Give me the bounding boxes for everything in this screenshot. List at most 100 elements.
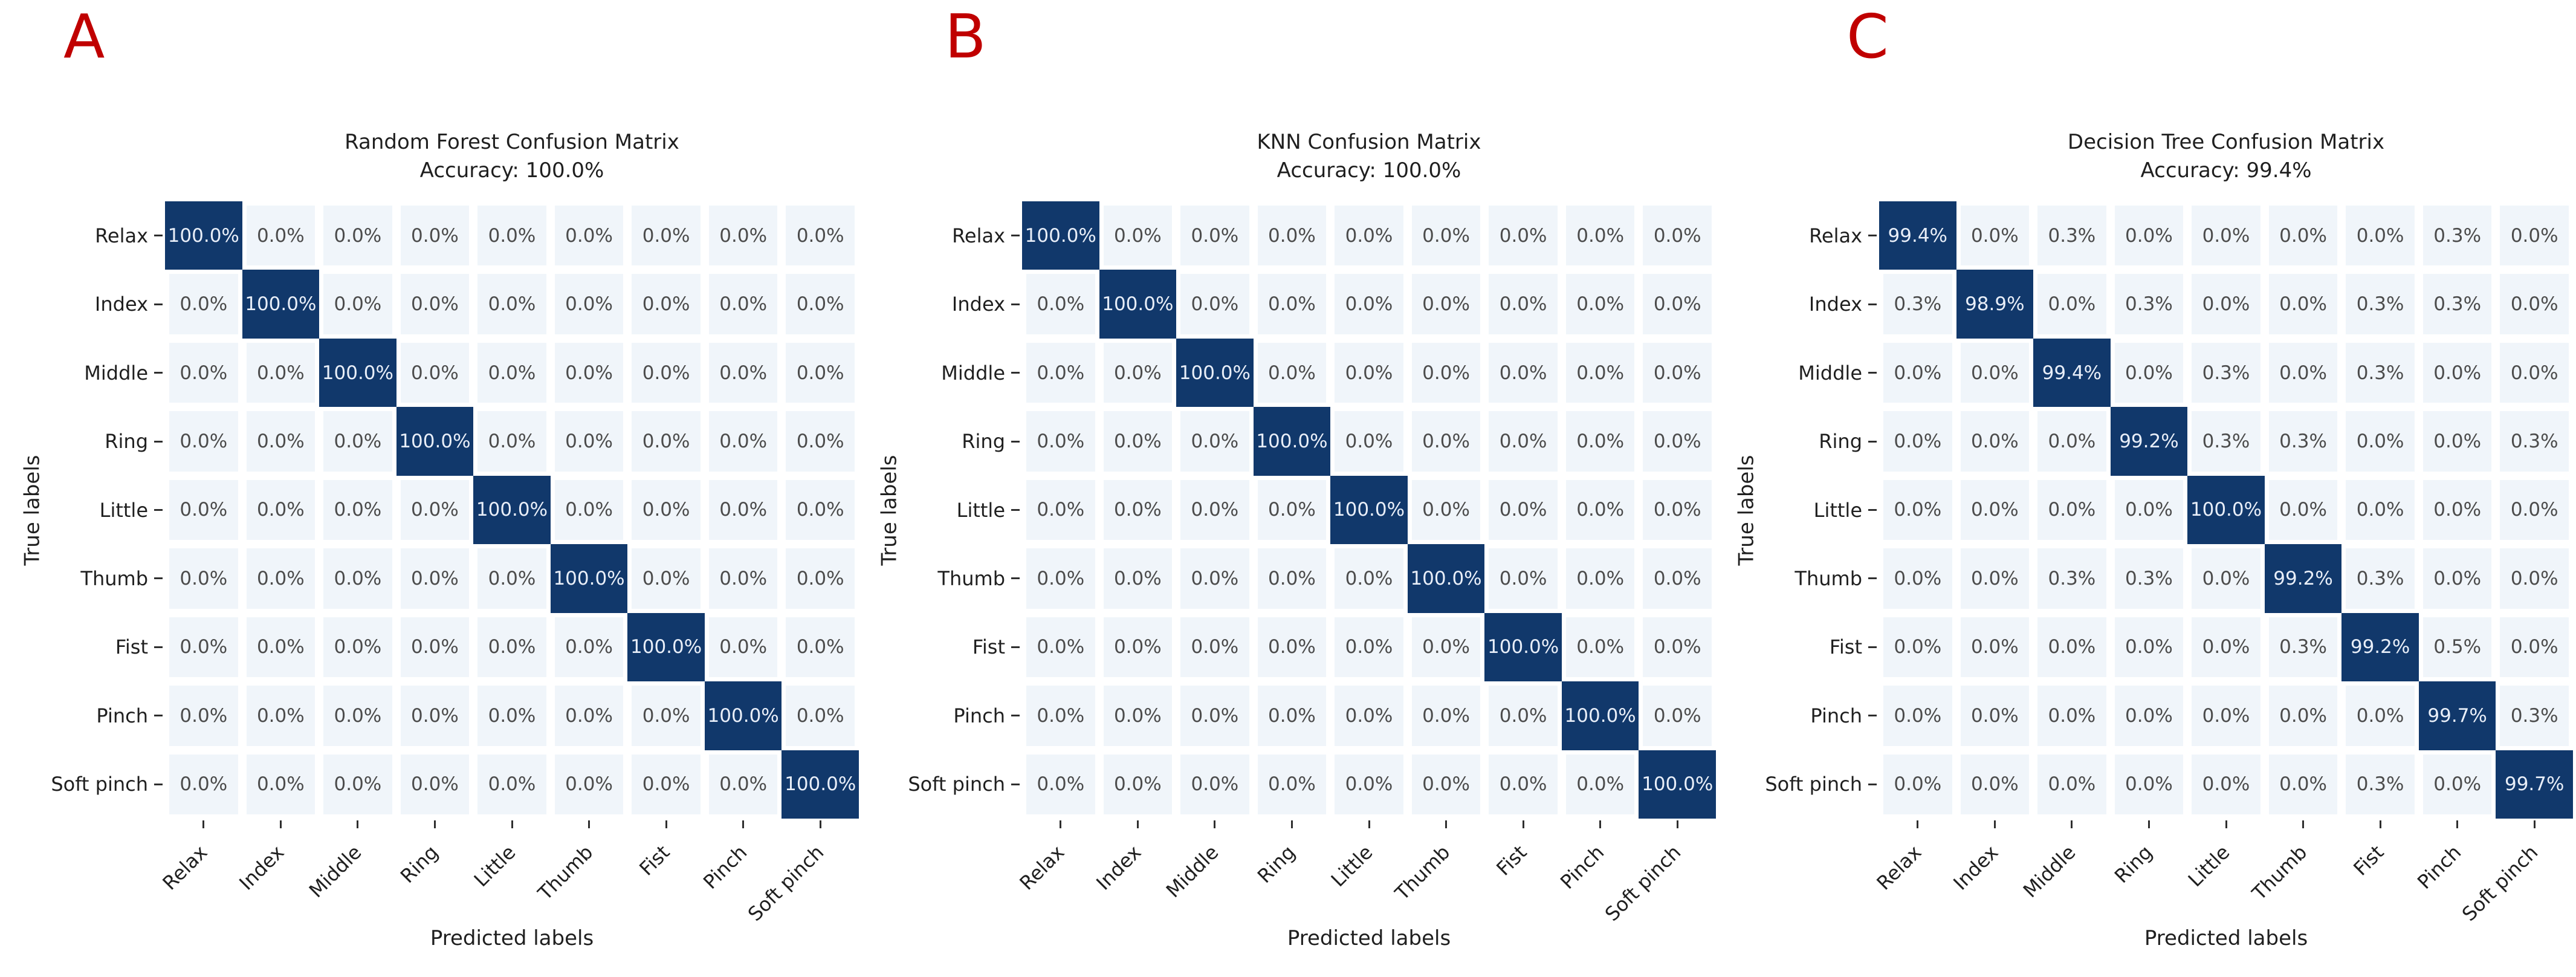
x-tick-mark: [665, 820, 667, 828]
matrix-cell: 0.0%: [2264, 201, 2342, 270]
y-tick-mark: [1011, 783, 1020, 785]
y-tick-mark: [1868, 372, 1877, 374]
matrix-cell: 0.0%: [627, 544, 705, 613]
matrix-cell: 0.0%: [1956, 338, 2034, 407]
matrix-cell: 0.0%: [2033, 407, 2111, 476]
matrix-cell: 0.0%: [319, 681, 396, 750]
matrix-cell-diagonal: 100.0%: [2187, 475, 2265, 545]
y-tick-mark: [1011, 577, 1020, 580]
matrix-cell: 0.0%: [2418, 338, 2496, 407]
matrix-cell: 0.0%: [704, 338, 782, 407]
x-tick-mark: [1060, 820, 1062, 828]
matrix-cell: 0.0%: [1956, 612, 2034, 682]
panel-letter: B: [945, 1, 986, 72]
matrix-cell: 0.0%: [1561, 201, 1639, 270]
y-tick-label: Pinch: [96, 704, 148, 727]
matrix-cell: 0.0%: [1099, 612, 1177, 682]
matrix-cell-diagonal: 100.0%: [1639, 750, 1716, 819]
matrix-cell-diagonal: 100.0%: [782, 750, 859, 819]
matrix-cell: 0.0%: [2110, 338, 2188, 407]
matrix-cell: 0.0%: [1099, 338, 1177, 407]
matrix-cell: 0.0%: [1330, 201, 1408, 270]
matrix-cell: 0.0%: [1407, 407, 1485, 476]
matrix-cell: 0.0%: [704, 544, 782, 613]
matrix-cell: 0.0%: [1956, 201, 2034, 270]
x-tick-mark: [1368, 820, 1370, 828]
panel-letter: C: [1846, 1, 1889, 72]
y-tick-mark: [1011, 372, 1020, 374]
matrix-cell: 0.0%: [1253, 475, 1331, 545]
matrix-cell: 0.0%: [2496, 475, 2573, 545]
matrix-cell: 0.0%: [2341, 201, 2419, 270]
y-tick-mark: [1011, 509, 1020, 511]
matrix-cell: 0.0%: [1330, 681, 1408, 750]
matrix-cell-diagonal: 100.0%: [1099, 270, 1177, 339]
panel-title-block: Decision Tree Confusion Matrix Accuracy: …: [1879, 128, 2573, 185]
matrix-cell: 0.0%: [242, 407, 320, 476]
y-tick-label: Little: [99, 498, 148, 522]
matrix-cell: 0.0%: [2264, 681, 2342, 750]
matrix-cell: 0.3%: [1879, 270, 1956, 339]
matrix-cell: 0.0%: [782, 544, 859, 613]
matrix-cell: 0.0%: [2264, 270, 2342, 339]
y-tick-label: Little: [956, 498, 1005, 522]
matrix-cell: 0.0%: [1561, 338, 1639, 407]
matrix-cell: 0.0%: [2496, 270, 2573, 339]
matrix-cell: 0.0%: [1022, 475, 1099, 545]
matrix-cell: 0.0%: [1022, 612, 1099, 682]
panel-letter: A: [63, 1, 105, 72]
matrix-cell: 0.0%: [1956, 475, 2034, 545]
matrix-cell: 0.0%: [2418, 407, 2496, 476]
matrix-cell: 0.0%: [1176, 201, 1254, 270]
x-tick-mark: [2533, 820, 2536, 828]
matrix-cell: 0.0%: [396, 681, 474, 750]
matrix-cell: 0.0%: [1639, 270, 1716, 339]
matrix-cell: 0.0%: [1484, 475, 1562, 545]
matrix-cell: 0.0%: [1099, 475, 1177, 545]
matrix-cell-diagonal: 100.0%: [550, 544, 628, 613]
x-tick-mark: [1917, 820, 1919, 828]
matrix-cell: 0.0%: [2418, 750, 2496, 819]
matrix-cell: 0.0%: [1407, 750, 1485, 819]
matrix-cell: 0.0%: [2418, 544, 2496, 613]
matrix-cell: 0.0%: [165, 475, 242, 545]
matrix-cell: 0.0%: [782, 201, 859, 270]
matrix-cell: 0.0%: [1561, 475, 1639, 545]
matrix-cell: 0.3%: [2110, 544, 2188, 613]
matrix-cell: 0.0%: [2187, 270, 2265, 339]
matrix-cell: 0.0%: [319, 750, 396, 819]
matrix-cell: 0.0%: [2496, 338, 2573, 407]
matrix-cell: 0.3%: [2341, 270, 2419, 339]
y-tick-label: Soft pinch: [908, 773, 1005, 796]
matrix-cell: 0.0%: [1330, 270, 1408, 339]
matrix-cell: 0.0%: [1176, 270, 1254, 339]
x-tick-mark: [2225, 820, 2227, 828]
matrix-cell: 0.0%: [550, 681, 628, 750]
matrix-cell: 0.0%: [473, 612, 551, 682]
y-tick-label: Soft pinch: [1765, 773, 1862, 796]
x-tick-mark: [279, 820, 282, 828]
x-axis-label: Predicted labels: [2144, 926, 2308, 950]
matrix-cell: 0.0%: [704, 407, 782, 476]
matrix-cell-diagonal: 99.2%: [2110, 407, 2188, 476]
matrix-cell: 0.0%: [1176, 750, 1254, 819]
matrix-cell: 0.0%: [704, 270, 782, 339]
matrix-cell: 0.0%: [1253, 681, 1331, 750]
y-tick-mark: [154, 577, 163, 580]
matrix-cell: 0.0%: [1022, 681, 1099, 750]
matrix-cell: 0.0%: [1484, 270, 1562, 339]
matrix-cell: 0.0%: [1099, 544, 1177, 613]
matrix-cell: 0.0%: [319, 270, 396, 339]
confusion-matrix-grid: 100.0% 0.0% 0.0% 0.0% 0.0% 0.0% 0.0% 0.0% 0.0% 0.…: [165, 201, 859, 819]
y-tick-label: Thumb: [1794, 566, 1862, 590]
panel-title: Decision Tree Confusion Matrix: [2067, 130, 2385, 154]
matrix-cell: 0.3%: [2341, 544, 2419, 613]
matrix-cell: 0.0%: [242, 612, 320, 682]
matrix-cell: 0.0%: [1099, 201, 1177, 270]
matrix-cell: 0.0%: [1639, 201, 1716, 270]
x-tick-mark: [2147, 820, 2150, 828]
matrix-cell: 0.0%: [550, 338, 628, 407]
matrix-cell: 0.0%: [2418, 475, 2496, 545]
x-tick-mark: [2456, 820, 2459, 828]
x-tick-mark: [1214, 820, 1216, 828]
